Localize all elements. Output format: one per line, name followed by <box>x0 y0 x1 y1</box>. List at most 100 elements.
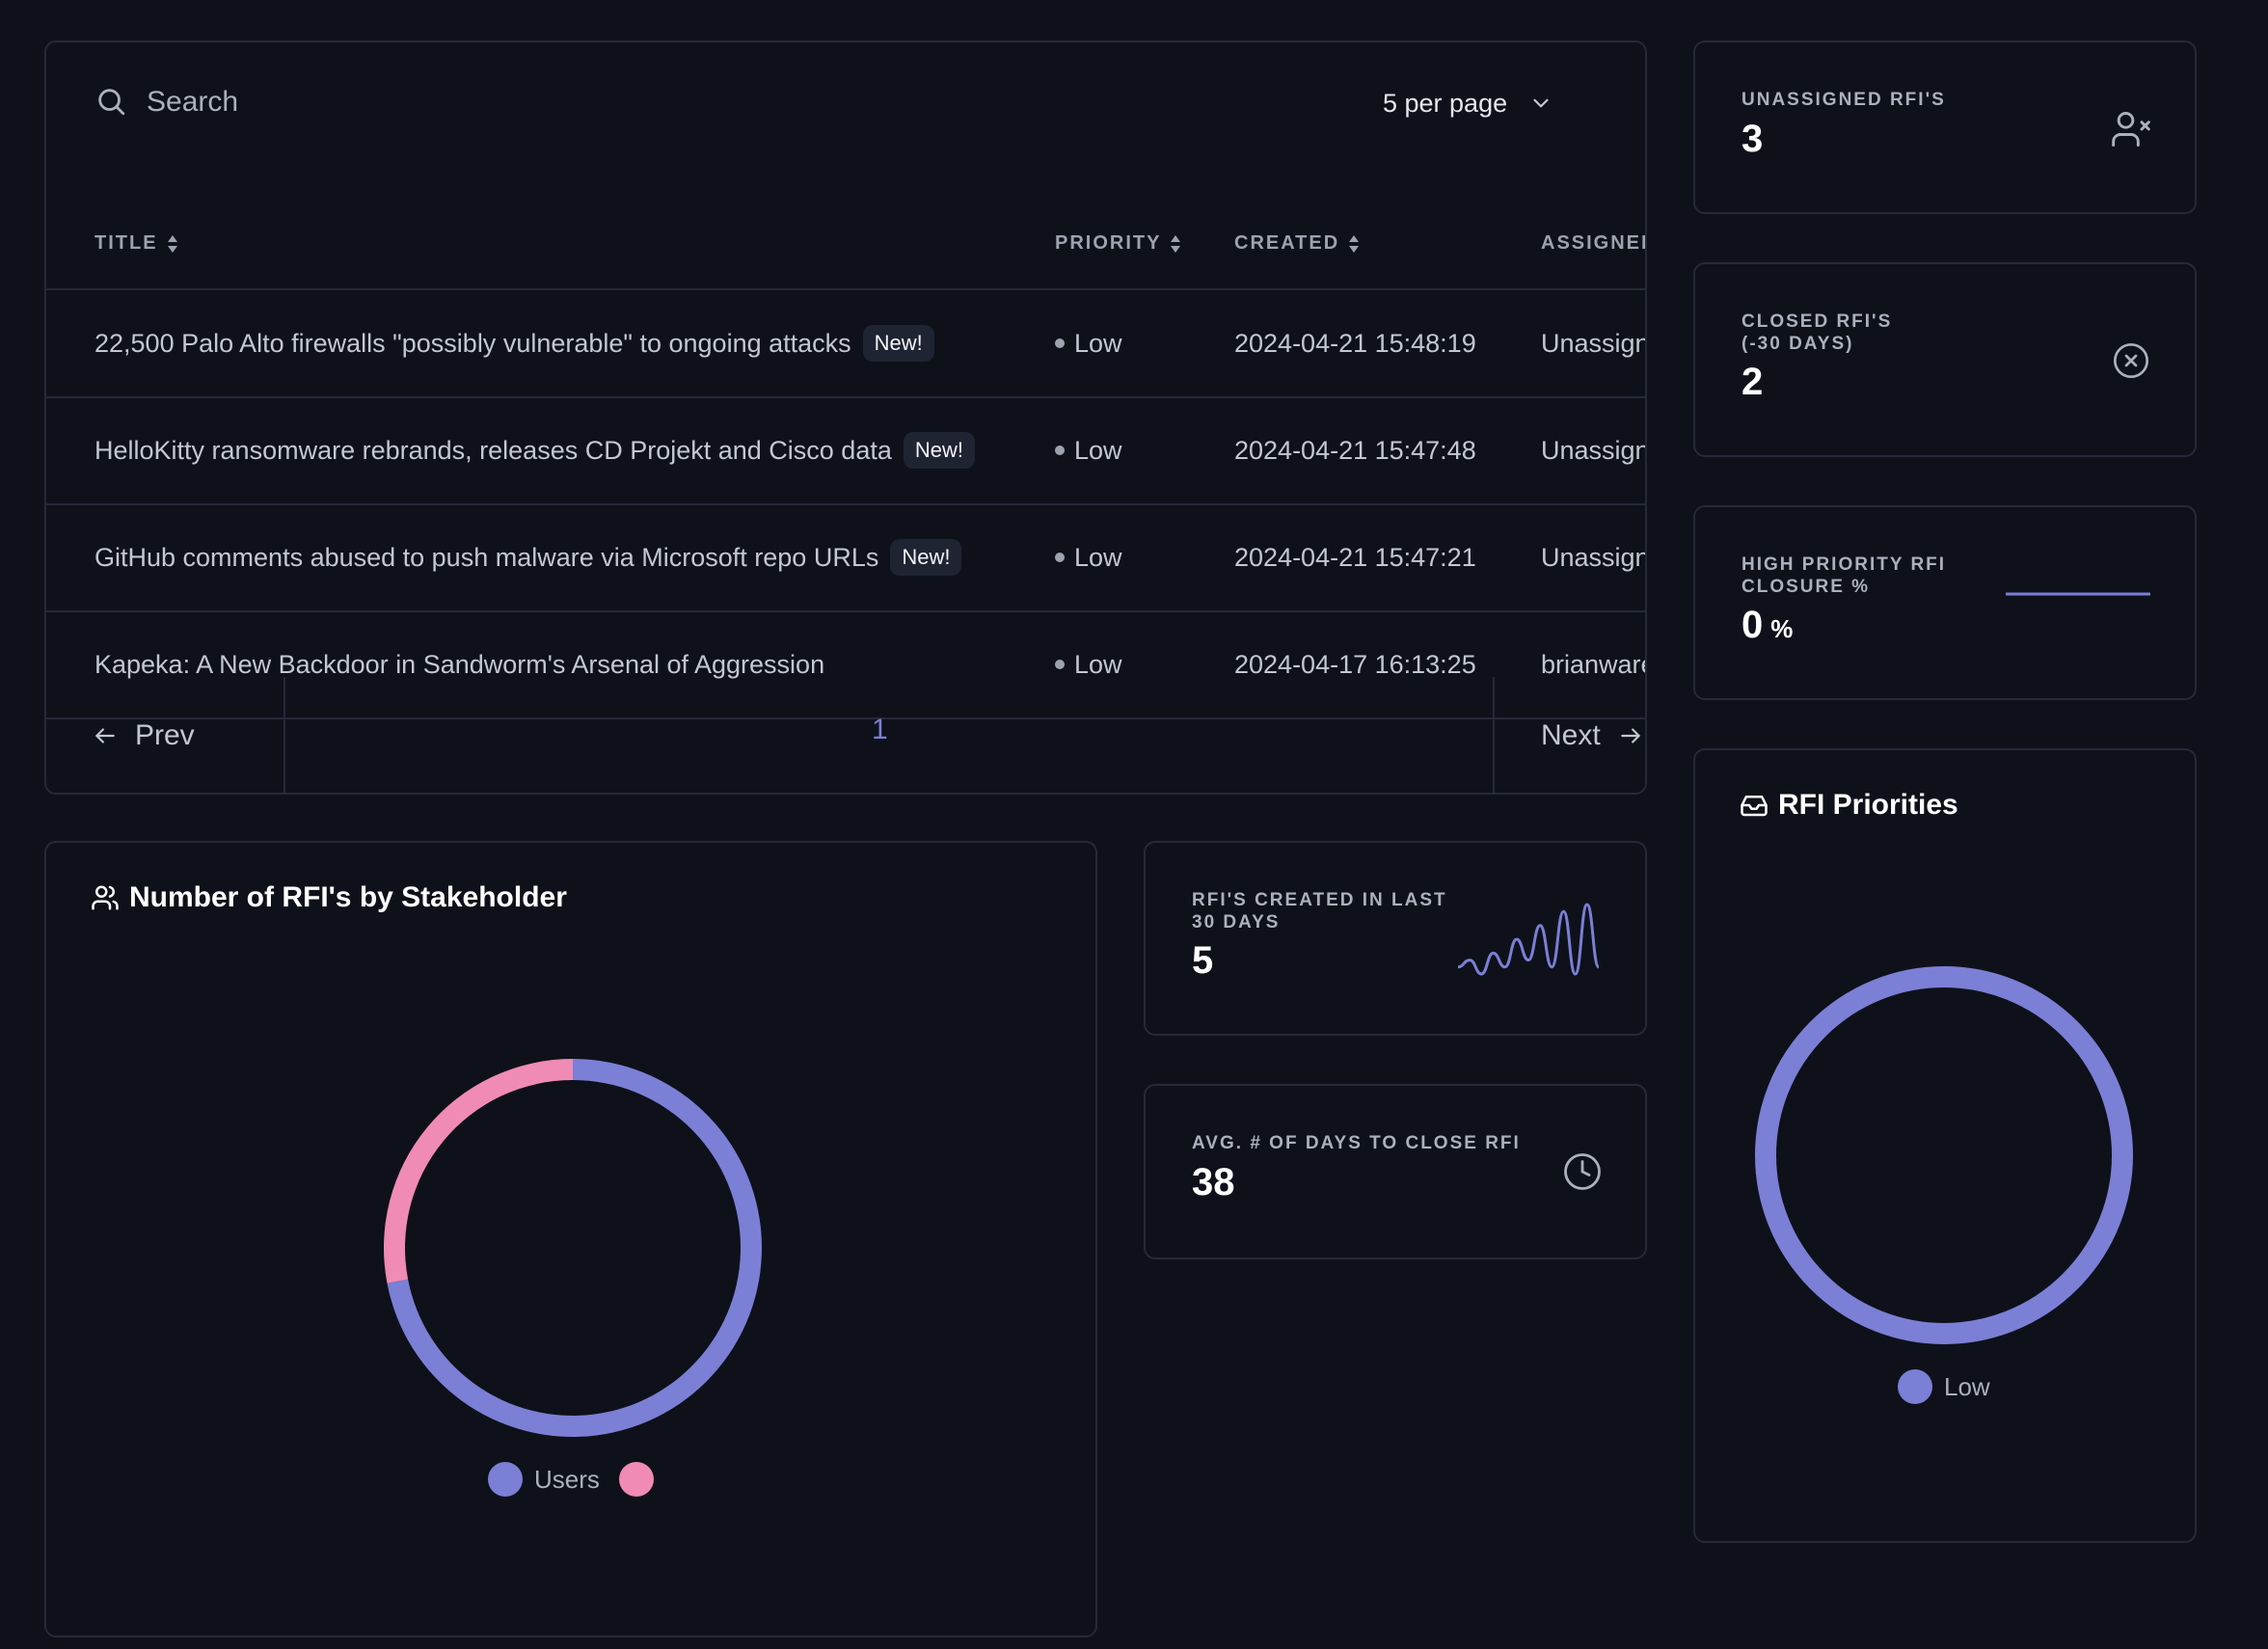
row-priority: Low <box>1055 504 1122 610</box>
donut-slice[interactable] <box>384 1059 573 1284</box>
unassigned-rfis-card: UNASSIGNED RFI'S 3 <box>1693 41 2197 214</box>
rfis-created-card: RFI'S CREATED IN LAST 30 DAYS 5 <box>1144 841 1647 1036</box>
stat-label: HIGH PRIORITY RFI CLOSURE % <box>1742 554 1946 598</box>
row-priority: Low <box>1055 611 1122 717</box>
pagination: Prev 1 Next <box>46 677 1645 793</box>
row-priority: Low <box>1055 397 1122 503</box>
priority-dot <box>1055 660 1065 669</box>
arrow-left-icon <box>95 728 115 743</box>
column-header-label: CREATED <box>1234 232 1340 254</box>
rfi-priorities-card: RFI Priorities Low <box>1693 748 2197 1543</box>
row-title: 22,500 Palo Alto firewalls "possibly vul… <box>94 328 851 358</box>
row-title: HelloKitty ransomware rebrands, releases… <box>94 435 892 465</box>
closed-rfis-card: CLOSED RFI'S (-30 DAYS) 2 <box>1693 262 2197 457</box>
new-badge: New! <box>890 539 962 576</box>
row-assigned: brianwarehim <box>1541 649 1645 679</box>
priority-label: Low <box>1074 435 1122 465</box>
next-button[interactable]: Next <box>1541 677 1643 793</box>
chart-legend: Users <box>488 1462 654 1497</box>
stat-label-line: RFI'S CREATED IN LAST <box>1192 890 1447 910</box>
clock-icon <box>1564 1153 1601 1190</box>
rfi-table-card: 5 per page TITLE PRIORITY CREATED ASSIGN… <box>44 41 1647 795</box>
card-title-text: Number of RFI's by Stakeholder <box>129 881 567 913</box>
stat-label-line: (-30 DAYS) <box>1742 334 1854 354</box>
sort-icon <box>1349 234 1360 253</box>
priority-label: Low <box>1074 649 1122 679</box>
stat-label-line: CLOSURE % <box>1742 577 1871 597</box>
row-assigned: Unassigned <box>1541 542 1645 572</box>
table-row[interactable]: GitHub comments abused to push malware v… <box>46 504 1645 612</box>
stakeholder-card: Number of RFI's by Stakeholder Users <box>44 841 1097 1637</box>
stat-label: UNASSIGNED RFI'S <box>1742 90 1946 110</box>
stat-value: 3 <box>1742 118 1764 160</box>
column-header-label: TITLE <box>94 232 158 254</box>
table-toolbar: 5 per page <box>46 42 1645 158</box>
stat-label: RFI'S CREATED IN LAST 30 DAYS <box>1192 889 1447 933</box>
search-input[interactable] <box>145 79 727 125</box>
column-header-title[interactable]: TITLE <box>94 232 179 255</box>
avg-days-card: AVG. # OF DAYS TO CLOSE RFI 38 <box>1144 1084 1647 1259</box>
divider <box>1493 677 1495 793</box>
card-title-text: RFI Priorities <box>1778 789 1958 821</box>
per-page-label: 5 per page <box>1383 88 1508 118</box>
high-priority-closure-card: HIGH PRIORITY RFI CLOSURE % 0% <box>1693 505 2197 700</box>
sort-icon <box>167 234 177 253</box>
stat-label-line: CLOSED RFI'S <box>1742 311 1893 332</box>
table-row[interactable]: HelloKitty ransomware rebrands, releases… <box>46 397 1645 505</box>
stat-value: 0% <box>1742 604 1793 647</box>
row-assigned: Unassigned <box>1541 435 1645 465</box>
card-title: Number of RFI's by Stakeholder <box>91 881 567 914</box>
row-created: 2024-04-21 15:47:48 <box>1234 435 1476 465</box>
table-header: TITLE PRIORITY CREATED ASSIGNED TO <box>46 202 1645 290</box>
legend-swatch <box>488 1462 523 1497</box>
stakeholder-donut-chart <box>384 1059 762 1437</box>
row-created: 2024-04-21 15:47:21 <box>1234 542 1476 572</box>
column-header-priority[interactable]: PRIORITY <box>1055 232 1182 255</box>
column-header-label: ASSIGNED TO <box>1541 232 1647 254</box>
new-badge: New! <box>862 325 934 362</box>
legend-swatch <box>618 1462 654 1497</box>
stat-label-line: 30 DAYS <box>1192 912 1281 933</box>
chart-legend: Low <box>1898 1369 1990 1404</box>
arrow-right-icon <box>1620 728 1640 743</box>
sparkline-series <box>1457 903 1601 976</box>
stat-value: 5 <box>1192 939 1214 982</box>
x-circle-icon <box>2114 343 2148 378</box>
priority-dot <box>1055 553 1065 562</box>
row-created: 2024-04-21 15:48:19 <box>1234 328 1476 358</box>
user-x-icon <box>2112 112 2150 147</box>
users-icon <box>92 885 119 910</box>
column-header-created[interactable]: CREATED <box>1234 232 1361 255</box>
row-created: 2024-04-17 16:13:25 <box>1234 649 1476 679</box>
table-row[interactable]: Kapeka: A New Backdoor in Sandworm's Ars… <box>46 611 1645 719</box>
stat-value: 2 <box>1742 361 1764 403</box>
stat-label-line: HIGH PRIORITY RFI <box>1742 554 1947 575</box>
priority-label: Low <box>1074 542 1122 572</box>
donut-slice[interactable] <box>1755 966 2133 1344</box>
column-header-label: PRIORITY <box>1055 232 1162 254</box>
sparkline-chart <box>1457 903 1601 976</box>
sparkline-chart <box>2006 592 2150 596</box>
row-title-cell[interactable]: HelloKitty ransomware rebrands, releases… <box>94 397 975 503</box>
next-label: Next <box>1541 719 1601 751</box>
row-title: GitHub comments abused to push malware v… <box>94 542 879 572</box>
divider <box>284 677 285 793</box>
table-row[interactable]: 22,500 Palo Alto firewalls "possibly vul… <box>46 290 1645 398</box>
card-title: RFI Priorities <box>1740 789 1958 822</box>
priority-dot <box>1055 338 1065 348</box>
row-title-cell[interactable]: Kapeka: A New Backdoor in Sandworm's Ars… <box>94 611 824 717</box>
prev-button[interactable]: Prev <box>93 677 195 793</box>
sort-icon <box>1171 234 1181 253</box>
stat-label: AVG. # OF DAYS TO CLOSE RFI <box>1192 1133 1521 1153</box>
row-title-cell[interactable]: 22,500 Palo Alto firewalls "possibly vul… <box>94 290 934 396</box>
row-priority: Low <box>1055 290 1122 396</box>
row-assigned: Unassigned <box>1541 328 1645 358</box>
row-title: Kapeka: A New Backdoor in Sandworm's Ars… <box>94 649 825 679</box>
chevron-down-icon <box>1533 98 1549 108</box>
per-page-select[interactable]: 5 per page <box>1383 81 1553 125</box>
stat-value: 38 <box>1192 1161 1235 1203</box>
stat-label: CLOSED RFI'S (-30 DAYS) <box>1742 311 1892 355</box>
page-number-button[interactable]: 1 <box>872 714 888 745</box>
column-header-assigned: ASSIGNED TO <box>1541 232 1647 255</box>
row-title-cell[interactable]: GitHub comments abused to push malware v… <box>94 504 962 610</box>
